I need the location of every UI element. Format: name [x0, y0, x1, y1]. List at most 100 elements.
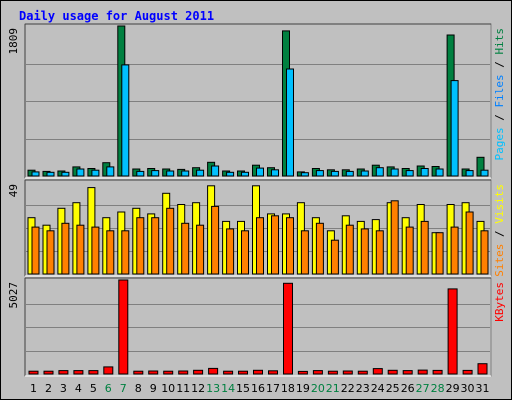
bar-sites-day-5: [91, 226, 100, 275]
bar-kbytes-day-19: [297, 370, 308, 375]
y-max-label: 1809: [7, 28, 20, 55]
bar-files-day-13: [211, 165, 220, 177]
bar-sites-day-15: [241, 230, 249, 275]
chart-legend: Pages / Files / Hits: [493, 28, 506, 161]
bar-kbytes-day-20: [312, 370, 323, 375]
x-tick-label-day-8: 8: [135, 382, 142, 395]
bar-sites-day-23: [360, 228, 369, 275]
bar-sites-day-17: [271, 215, 279, 275]
x-tick-label-day-29: 29: [446, 382, 460, 395]
x-tick-label-day-14: 14: [221, 382, 235, 395]
x-tick-label-day-24: 24: [371, 382, 385, 395]
x-tick-label-day-4: 4: [75, 382, 82, 395]
bar-files-day-25: [390, 168, 399, 177]
bar-sites-day-2: [46, 230, 55, 275]
bar-kbytes-day-10: [163, 370, 174, 375]
bar-files-day-28: [435, 168, 444, 177]
bar-kbytes-day-1: [28, 370, 39, 375]
bar-kbytes-day-26: [402, 370, 413, 375]
bar-sites-day-28: [435, 232, 444, 275]
bar-sites-day-24: [375, 230, 384, 275]
bar-files-day-6: [106, 166, 115, 177]
bar-kbytes-day-8: [133, 370, 144, 375]
bar-sites-day-9: [151, 217, 160, 275]
bar-files-day-18: [286, 68, 294, 177]
bar-kbytes-day-16: [253, 369, 263, 375]
bar-files-day-10: [166, 170, 175, 177]
x-tick-label-day-2: 2: [45, 382, 52, 395]
x-tick-label-day-7: 7: [120, 382, 127, 395]
legend-entry: /: [493, 108, 506, 128]
x-tick-label-day-28: 28: [431, 382, 445, 395]
bar-files-day-7: [121, 64, 130, 177]
bar-files-day-14: [226, 171, 235, 177]
bar-kbytes-day-13: [208, 367, 219, 375]
x-tick-label-day-6: 6: [105, 382, 112, 395]
bar-kbytes-day-2: [43, 370, 54, 375]
bar-files-day-11: [181, 170, 190, 177]
bar-sites-day-30: [465, 211, 474, 275]
bar-sites-day-12: [196, 224, 205, 275]
bar-sites-day-11: [181, 222, 190, 275]
bar-sites-day-8: [136, 217, 145, 275]
x-tick-label-day-5: 5: [90, 382, 97, 395]
x-tick-label-day-25: 25: [386, 382, 400, 395]
chart-legend: Sites / Visits: [493, 184, 506, 277]
x-tick-label-day-21: 21: [326, 382, 340, 395]
x-tick-label-day-1: 1: [30, 382, 37, 395]
bar-kbytes-day-6: [103, 366, 114, 375]
bar-kbytes-day-18: [283, 282, 293, 375]
y-max-label: 49: [7, 184, 20, 197]
x-tick-label-day-18: 18: [281, 382, 295, 395]
bar-sites-day-31: [480, 230, 489, 275]
bar-sites-day-16: [256, 217, 264, 275]
bar-kbytes-day-27: [417, 369, 428, 375]
bar-sites-day-26: [405, 226, 414, 275]
bar-kbytes-day-3: [58, 370, 69, 375]
bar-sites-day-7: [121, 230, 130, 275]
bar-files-day-27: [420, 168, 429, 177]
bar-kbytes-day-5: [88, 370, 99, 375]
chart-title: Daily usage for August 2011: [19, 9, 215, 23]
bar-sites-day-25: [390, 200, 399, 275]
bar-sites-day-18: [286, 217, 294, 275]
bar-kbytes-day-23: [357, 370, 368, 375]
bar-files-day-4: [76, 168, 85, 177]
bar-files-day-9: [151, 170, 160, 177]
bar-files-day-17: [271, 169, 279, 177]
bar-sites-day-10: [166, 207, 175, 275]
bar-kbytes-day-22: [342, 370, 353, 375]
bar-files-day-12: [196, 169, 205, 177]
bar-kbytes-day-15: [238, 370, 248, 375]
bar-files-day-31: [480, 169, 489, 177]
legend-entry: Files: [493, 74, 506, 107]
x-tick-label-day-31: 31: [476, 382, 490, 395]
legend-entry: Sites: [493, 244, 506, 277]
x-tick-label-day-27: 27: [416, 382, 430, 395]
bar-kbytes-day-11: [178, 370, 189, 375]
x-tick-label-day-13: 13: [206, 382, 220, 395]
bar-files-day-19: [300, 172, 309, 177]
bar-files-day-16: [256, 167, 264, 177]
legend-entry: /: [493, 224, 506, 244]
x-tick-label-day-16: 16: [251, 382, 265, 395]
x-tick-label-day-17: 17: [266, 382, 280, 395]
legend-entry: /: [493, 55, 506, 75]
x-tick-label-day-19: 19: [296, 382, 310, 395]
bar-kbytes-day-30: [462, 369, 473, 375]
bar-files-day-24: [375, 167, 384, 177]
x-tick-label-day-26: 26: [401, 382, 415, 395]
bar-kbytes-day-21: [327, 370, 338, 375]
bar-sites-day-3: [61, 222, 70, 275]
y-max-label: 5027: [7, 282, 20, 309]
bar-sites-day-13: [211, 205, 220, 275]
bar-kbytes-day-17: [268, 370, 278, 375]
legend-entry: Visits: [493, 184, 506, 224]
x-tick-label-day-30: 30: [461, 382, 475, 395]
bar-kbytes-day-31: [477, 363, 488, 375]
x-tick-label-day-10: 10: [161, 382, 175, 395]
x-tick-label-day-3: 3: [60, 382, 67, 395]
bar-kbytes-day-29: [447, 288, 458, 375]
bar-kbytes-day-7: [118, 279, 129, 375]
